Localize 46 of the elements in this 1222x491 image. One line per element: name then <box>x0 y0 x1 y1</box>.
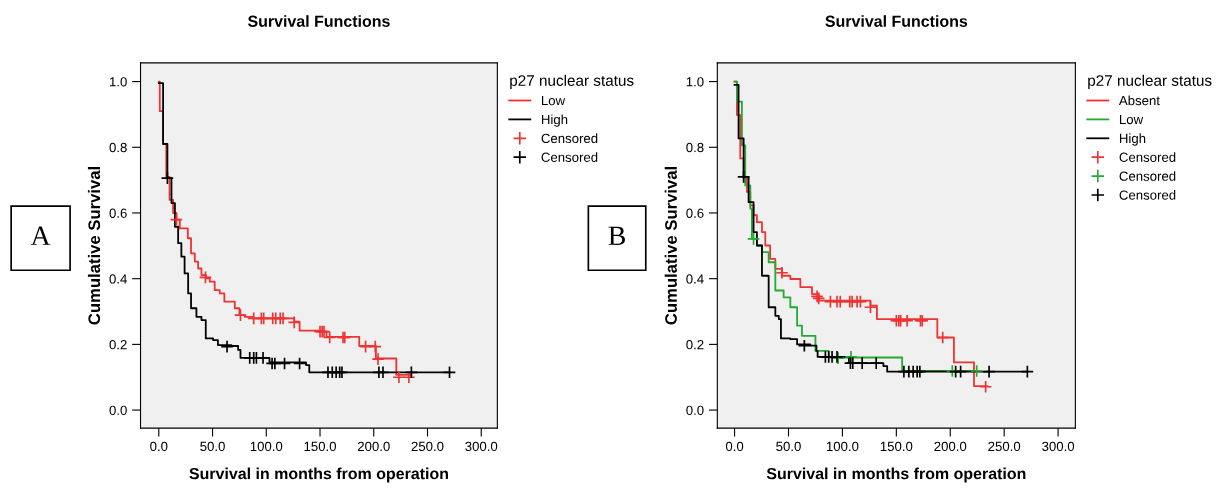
x-tick-label: 0.0 <box>150 441 168 452</box>
x-tick-label: 200.0 <box>934 441 967 452</box>
text: B <box>608 226 625 245</box>
x-tick-label: 100.0 <box>250 441 283 452</box>
y-tick-label: 0.0 <box>109 405 127 415</box>
y-tick-label: 1.0 <box>686 77 704 87</box>
legend-label: High <box>541 114 568 127</box>
legend-label: Censored <box>1119 152 1176 162</box>
legend-label: Censored <box>1119 190 1176 200</box>
x-tick-label: 250.0 <box>411 441 444 452</box>
y-tick-label: 0.8 <box>109 142 127 153</box>
y-tick-label: 1.0 <box>110 77 127 87</box>
legend-label: Low <box>541 96 566 106</box>
x-tick-label: 100.0 <box>826 441 859 452</box>
x-tick-label: 50.0 <box>776 441 801 452</box>
x-tick-label: 300.0 <box>1042 441 1075 452</box>
legend-title: p27 nuclear status <box>1088 74 1212 89</box>
x-axis-title: Survival in months from operation <box>766 467 1026 483</box>
y-axis-title: Cumulative Survival <box>664 167 677 325</box>
chart-title: Survival Functions <box>825 15 968 27</box>
x-tick-label: 0.0 <box>725 441 744 452</box>
x-tick-label: 250.0 <box>988 441 1021 452</box>
x-axis-title: Survival in months from operation <box>189 467 448 483</box>
y-tick-label: 0.2 <box>109 339 127 350</box>
x-tick-label: 50.0 <box>200 441 225 452</box>
legend-label: High <box>1119 133 1146 146</box>
y-tick-label: 0.8 <box>686 142 704 153</box>
legend-label: Censored <box>541 133 598 144</box>
legend-label: Censored <box>541 152 598 162</box>
legend-label: Censored <box>1119 171 1176 181</box>
x-tick-label: 200.0 <box>357 441 390 452</box>
legend-label: Low <box>1119 114 1144 125</box>
y-tick-label: 0.4 <box>686 274 704 284</box>
x-tick-label: 150.0 <box>304 441 337 452</box>
y-tick-label: 0.6 <box>686 208 704 218</box>
y-tick-label: 0.4 <box>109 274 127 284</box>
y-tick-label: 0.0 <box>686 405 704 415</box>
y-tick-label: 0.6 <box>109 208 127 218</box>
text: A <box>30 226 51 245</box>
legend-label: Absent <box>1118 95 1160 106</box>
y-axis-title: Cumulative Survival <box>87 167 101 325</box>
legend-title: p27 nuclear status <box>510 74 634 89</box>
x-tick-label: 300.0 <box>465 441 498 452</box>
x-tick-label: 150.0 <box>880 441 913 452</box>
y-tick-label: 0.2 <box>686 339 704 350</box>
chart-title: Survival Functions <box>247 15 390 27</box>
